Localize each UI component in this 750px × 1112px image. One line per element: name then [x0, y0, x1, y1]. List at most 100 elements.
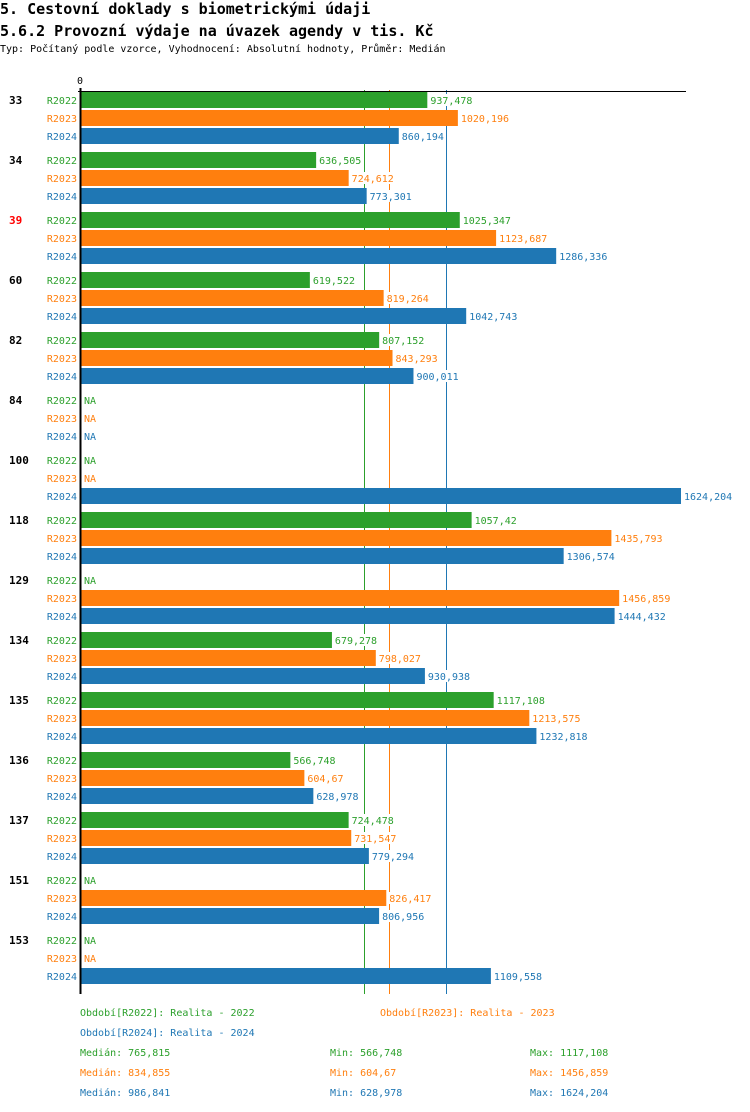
series-label: R2024 — [47, 912, 77, 923]
series-label: R2022 — [47, 336, 77, 347]
stat-max-r2023: Max: 1456,859 — [530, 1068, 609, 1079]
bar-r2023 — [81, 770, 305, 786]
data-label-bg — [492, 970, 544, 982]
data-label: 1042,743 — [469, 312, 517, 323]
series-label: R2022 — [47, 756, 77, 767]
data-label: 679,278 — [335, 636, 377, 647]
legend-item-r2023: Období[R2023]: Realita - 2023 — [380, 1008, 555, 1019]
series-label: R2022 — [47, 396, 77, 407]
bar-r2023 — [81, 710, 530, 726]
data-label: 843,293 — [396, 354, 438, 365]
na-label: NA — [84, 876, 96, 887]
data-label: 900,011 — [416, 372, 458, 383]
bar-r2023 — [81, 170, 349, 186]
data-label: 819,264 — [387, 294, 429, 305]
bar-r2022 — [81, 212, 460, 228]
na-label: NA — [84, 954, 96, 965]
bar-r2024 — [81, 788, 314, 804]
data-label: 1624,204 — [684, 492, 732, 503]
bar-r2022 — [81, 332, 380, 348]
category-label: 33 — [9, 94, 22, 107]
data-label: 1306,574 — [567, 552, 615, 563]
series-label: R2024 — [47, 192, 77, 203]
series-label: R2022 — [47, 636, 77, 647]
category-label: 153 — [9, 934, 29, 947]
data-label-bg — [459, 112, 511, 124]
series-label: R2023 — [47, 954, 77, 965]
data-label-bg — [370, 850, 416, 862]
data-label-bg — [426, 670, 472, 682]
chart-title: 5.6.2 Provozní výdaje na úvazek agendy v… — [0, 22, 434, 40]
stat-median-r2023: Medián: 834,855 — [80, 1068, 171, 1079]
data-label-bg — [531, 712, 582, 724]
data-label-bg — [388, 892, 433, 904]
data-label: 773,301 — [370, 192, 412, 203]
data-label-bg — [473, 514, 518, 526]
data-label: 1117,108 — [497, 696, 545, 707]
data-label-bg — [565, 550, 617, 562]
data-label-bg — [350, 172, 396, 184]
category-label: 134 — [9, 634, 29, 647]
data-label: 731,547 — [354, 834, 396, 845]
bar-r2023 — [81, 350, 393, 366]
series-label: R2024 — [47, 612, 77, 623]
data-label-bg — [616, 610, 667, 622]
bar-r2022 — [81, 752, 291, 768]
data-label: 1232,818 — [539, 732, 587, 743]
data-label-bg — [683, 490, 734, 502]
series-label: R2023 — [47, 234, 77, 245]
data-label: 1444,432 — [618, 612, 666, 623]
series-label: R2022 — [47, 516, 77, 527]
series-label: R2023 — [47, 534, 77, 545]
data-label: 779,294 — [372, 852, 414, 863]
legend-item-r2022: Období[R2022]: Realita - 2022 — [80, 1008, 255, 1019]
category-label: 137 — [9, 814, 29, 827]
category-label: 60 — [9, 274, 22, 287]
bar-r2024 — [81, 308, 467, 324]
bar-r2022 — [81, 152, 317, 168]
series-label: R2024 — [47, 492, 77, 503]
stat-min-r2022: Min: 566,748 — [330, 1048, 403, 1059]
bar-r2022 — [81, 92, 428, 108]
data-label: 566,748 — [293, 756, 335, 767]
series-label: R2023 — [47, 654, 77, 665]
data-label-bg — [394, 352, 439, 364]
bar-r2024 — [81, 728, 537, 744]
category-label: 82 — [9, 334, 22, 347]
bar-r2023 — [81, 230, 497, 246]
category-label: 118 — [9, 514, 29, 527]
series-label: R2022 — [47, 276, 77, 287]
data-label: 724,612 — [352, 174, 394, 185]
data-label-bg — [429, 94, 474, 106]
data-label: 930,938 — [428, 672, 470, 683]
data-label: 1025,347 — [463, 216, 511, 227]
data-label-bg — [558, 250, 609, 262]
data-label-bg — [381, 334, 426, 346]
stat-max-r2022: Max: 1117,108 — [530, 1048, 609, 1059]
series-label: R2024 — [47, 132, 77, 143]
series-label: R2024 — [47, 432, 77, 443]
series-label: R2023 — [47, 174, 77, 185]
na-label: NA — [84, 414, 96, 425]
axis-zero-label: 0 — [77, 76, 83, 87]
bar-r2023 — [81, 290, 384, 306]
series-label: R2023 — [47, 714, 77, 725]
bar-r2023 — [81, 650, 376, 666]
data-label-bg — [353, 832, 398, 844]
bar-r2024 — [81, 668, 425, 684]
data-label: 1456,859 — [622, 594, 670, 605]
series-label: R2024 — [47, 312, 77, 323]
data-label: 636,505 — [319, 156, 361, 167]
category-label: 34 — [9, 154, 23, 167]
data-label: 604,67 — [307, 774, 343, 785]
series-label: R2023 — [47, 894, 77, 905]
bar-r2022 — [81, 692, 494, 708]
bar-r2024 — [81, 608, 615, 624]
data-label: 1020,196 — [461, 114, 509, 125]
series-label: R2022 — [47, 216, 77, 227]
series-label: R2023 — [47, 354, 77, 365]
bar-r2023 — [81, 590, 620, 606]
data-label-bg — [468, 310, 519, 322]
bar-r2024 — [81, 248, 557, 264]
category-label: 39 — [9, 214, 22, 227]
